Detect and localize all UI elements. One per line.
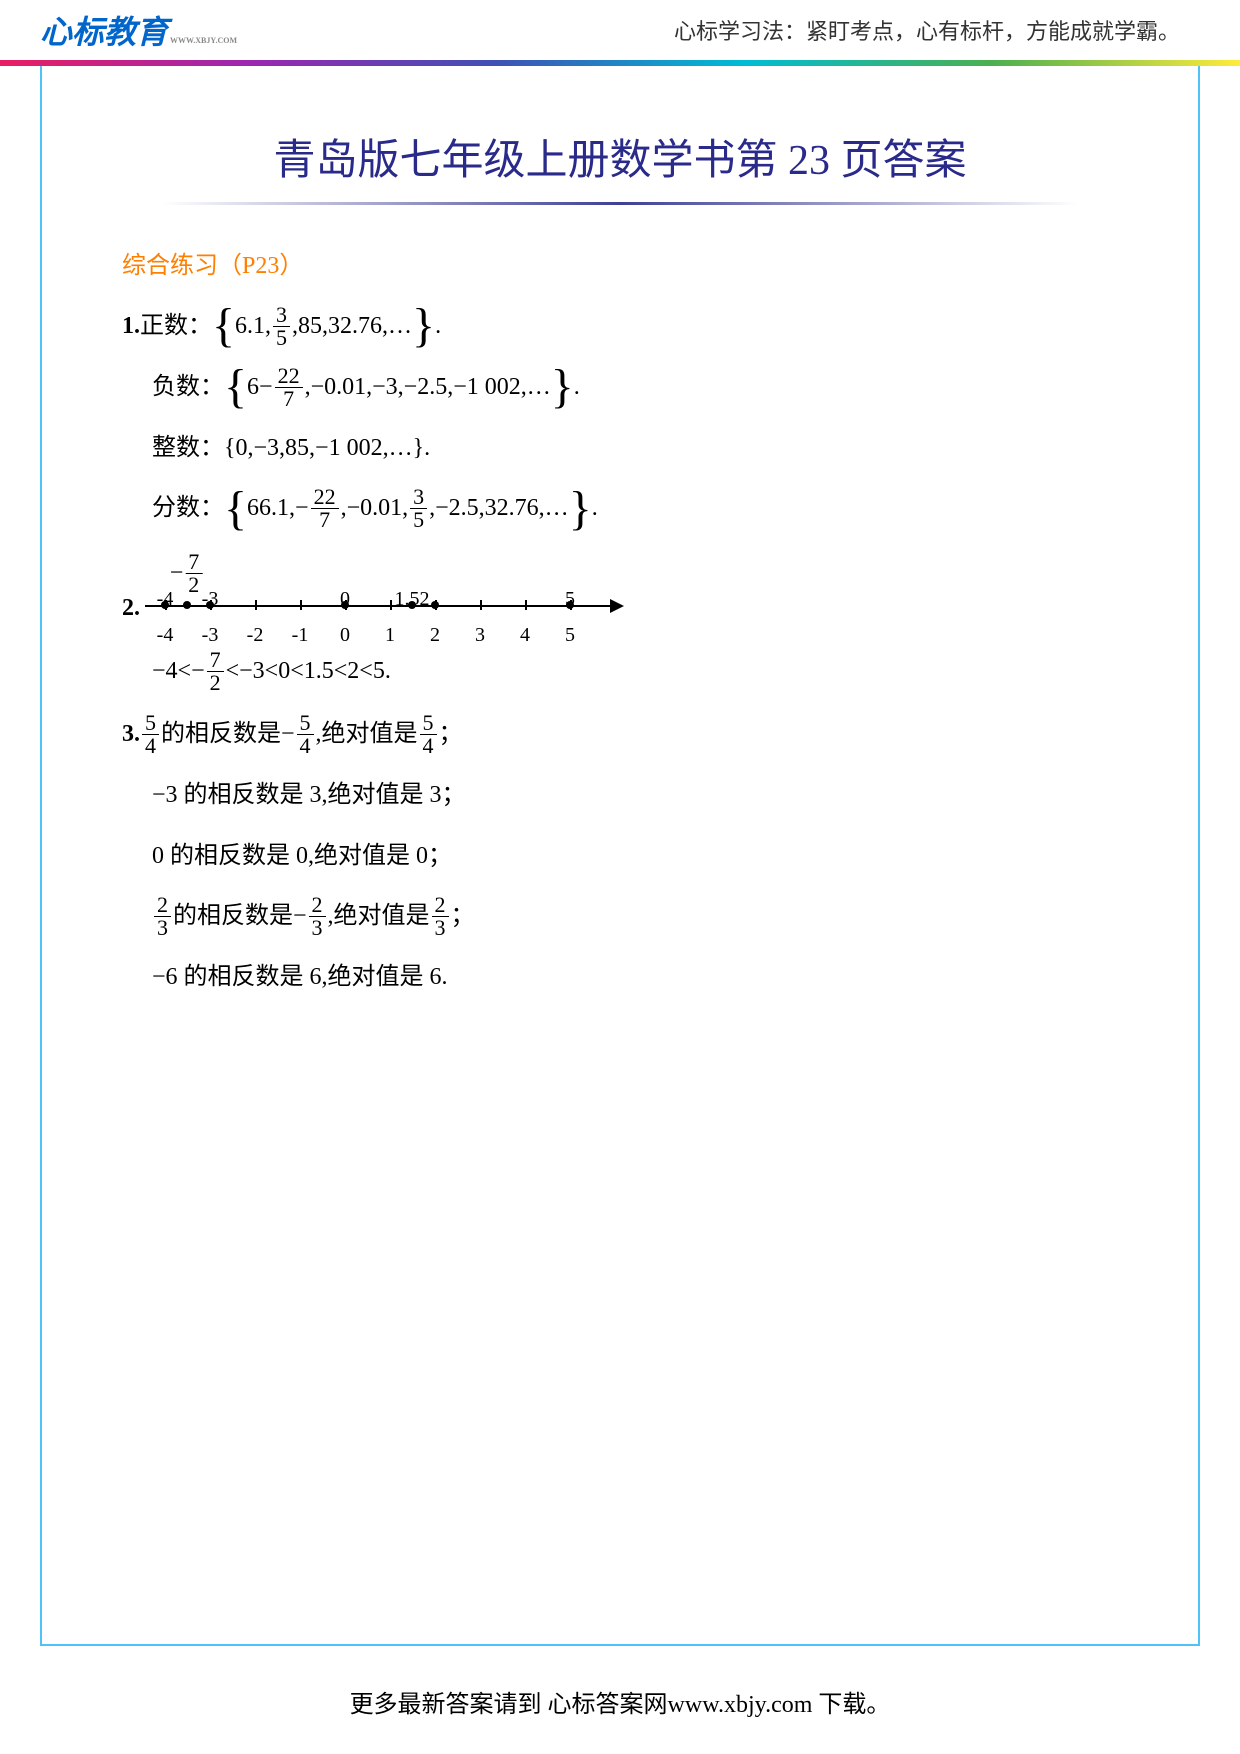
q1-label: 1. xyxy=(122,300,140,353)
q3-line4: 23 的相反数是− 23 ,绝对值是 23 ； xyxy=(152,890,1118,943)
q1-neg-b: ,−0.01,−3,−2.5,−1 002,… xyxy=(305,361,551,414)
q1-integer: 整数： {0,−3,85,−1 002,…}. xyxy=(152,422,1118,475)
q1-frac-c: ,−2.5,32.76,… xyxy=(429,482,569,535)
q1-positive: 1. 正数： { 6.1, 35 ,85,32.76,… }. xyxy=(122,300,1118,353)
content-frame: 青岛版七年级上册数学书第 23 页答案 综合练习（P23） 1. 正数： { 6… xyxy=(40,66,1200,1646)
tick xyxy=(390,600,392,610)
q1-neg-a: 6− xyxy=(247,361,273,414)
q1-fraction: 分数： { 66.1,− 227 ,−0.01, 35 ,−2.5,32.76,… xyxy=(152,482,1118,535)
tick-label: 1 xyxy=(385,613,395,657)
title-underline xyxy=(162,202,1078,205)
q2-label: 2. xyxy=(122,582,140,635)
fraction: 23 xyxy=(432,894,449,939)
axis-arrow xyxy=(610,599,624,613)
q1-frac-label: 分数： xyxy=(152,482,224,535)
fraction: 54 xyxy=(142,712,159,757)
fraction: 54 xyxy=(420,712,437,757)
page-title: 青岛版七年级上册数学书第 23 页答案 xyxy=(122,106,1118,202)
page-footer: 更多最新答案请到 心标答案网www.xbjy.com 下载。 xyxy=(0,1684,1240,1719)
text: 的相反数是− xyxy=(173,890,307,943)
q1-pos-label: 正数： xyxy=(140,300,212,353)
fraction: 227 xyxy=(275,365,303,410)
tick xyxy=(255,600,257,610)
logo-subtext: WWW.XBJY.COM xyxy=(170,36,237,45)
q1-int-label: 整数： xyxy=(152,422,224,475)
math-content: 1. 正数： { 6.1, 35 ,85,32.76,… }. 负数： { 6−… xyxy=(122,300,1118,1004)
text: 的相反数是− xyxy=(161,708,295,761)
section-header: 综合练习（P23） xyxy=(122,245,1118,280)
number-line: -4-3-2-1012345-4-301.525−72 xyxy=(145,555,625,635)
plot-point xyxy=(183,601,191,609)
q3-label: 3. xyxy=(122,708,140,761)
tick-label: 3 xyxy=(475,613,485,657)
header-tagline: 心标学习法：紧盯考点，心有标杆，方能成就学霸。 xyxy=(674,14,1180,46)
point-label: 1.52 xyxy=(395,577,430,621)
q3-line1: 3. 54 的相反数是− 54 ,绝对值是 54 ； xyxy=(122,708,1118,761)
fraction: 35 xyxy=(410,486,427,531)
page-header: 心标教育 WWW.XBJY.COM 心标学习法：紧盯考点，心有标杆，方能成就学霸… xyxy=(0,0,1240,60)
text: ； xyxy=(451,890,475,943)
text: ,绝对值是 xyxy=(316,708,418,761)
tick-label: 2 xyxy=(430,613,440,657)
logo-text: 心标教育 xyxy=(40,7,168,53)
q3-line2: −3 的相反数是 3,绝对值是 3； xyxy=(152,769,1118,822)
fraction: 35 xyxy=(273,304,290,349)
point-label: 0 xyxy=(340,577,350,621)
q3-line5: −6 的相反数是 6,绝对值是 6. xyxy=(152,951,1118,1004)
fraction: 23 xyxy=(154,894,171,939)
q1-pos-b: ,85,32.76,… xyxy=(292,300,412,353)
tick xyxy=(525,600,527,610)
text: ,绝对值是 xyxy=(328,890,430,943)
text: ； xyxy=(439,708,463,761)
tick-label: -2 xyxy=(247,613,264,657)
point-label: 5 xyxy=(565,577,575,621)
tick xyxy=(480,600,482,610)
q2-row: 2. -4-3-2-1012345-4-301.525−72 xyxy=(122,555,1118,635)
q1-pos-a: 6.1, xyxy=(235,300,271,353)
fraction: 23 xyxy=(309,894,326,939)
q3-line3: 0 的相反数是 0,绝对值是 0； xyxy=(152,830,1118,883)
q1-negative: 负数： { 6− 227 ,−0.01,−3,−2.5,−1 002,… }. xyxy=(152,361,1118,414)
plot-point xyxy=(431,601,439,609)
q1-frac-b: ,−0.01, xyxy=(341,482,409,535)
logo: 心标教育 WWW.XBJY.COM xyxy=(40,7,237,53)
q1-int-set: {0,−3,85,−1 002,…}. xyxy=(224,422,430,475)
fraction: 54 xyxy=(297,712,314,757)
q1-neg-label: 负数： xyxy=(152,361,224,414)
fraction: 227 xyxy=(311,486,339,531)
point-label-frac: −72 xyxy=(170,547,205,600)
q1-frac-a: 66.1,− xyxy=(247,482,309,535)
tick xyxy=(300,600,302,610)
tick-label: -1 xyxy=(292,613,309,657)
tick-label: 4 xyxy=(520,613,530,657)
